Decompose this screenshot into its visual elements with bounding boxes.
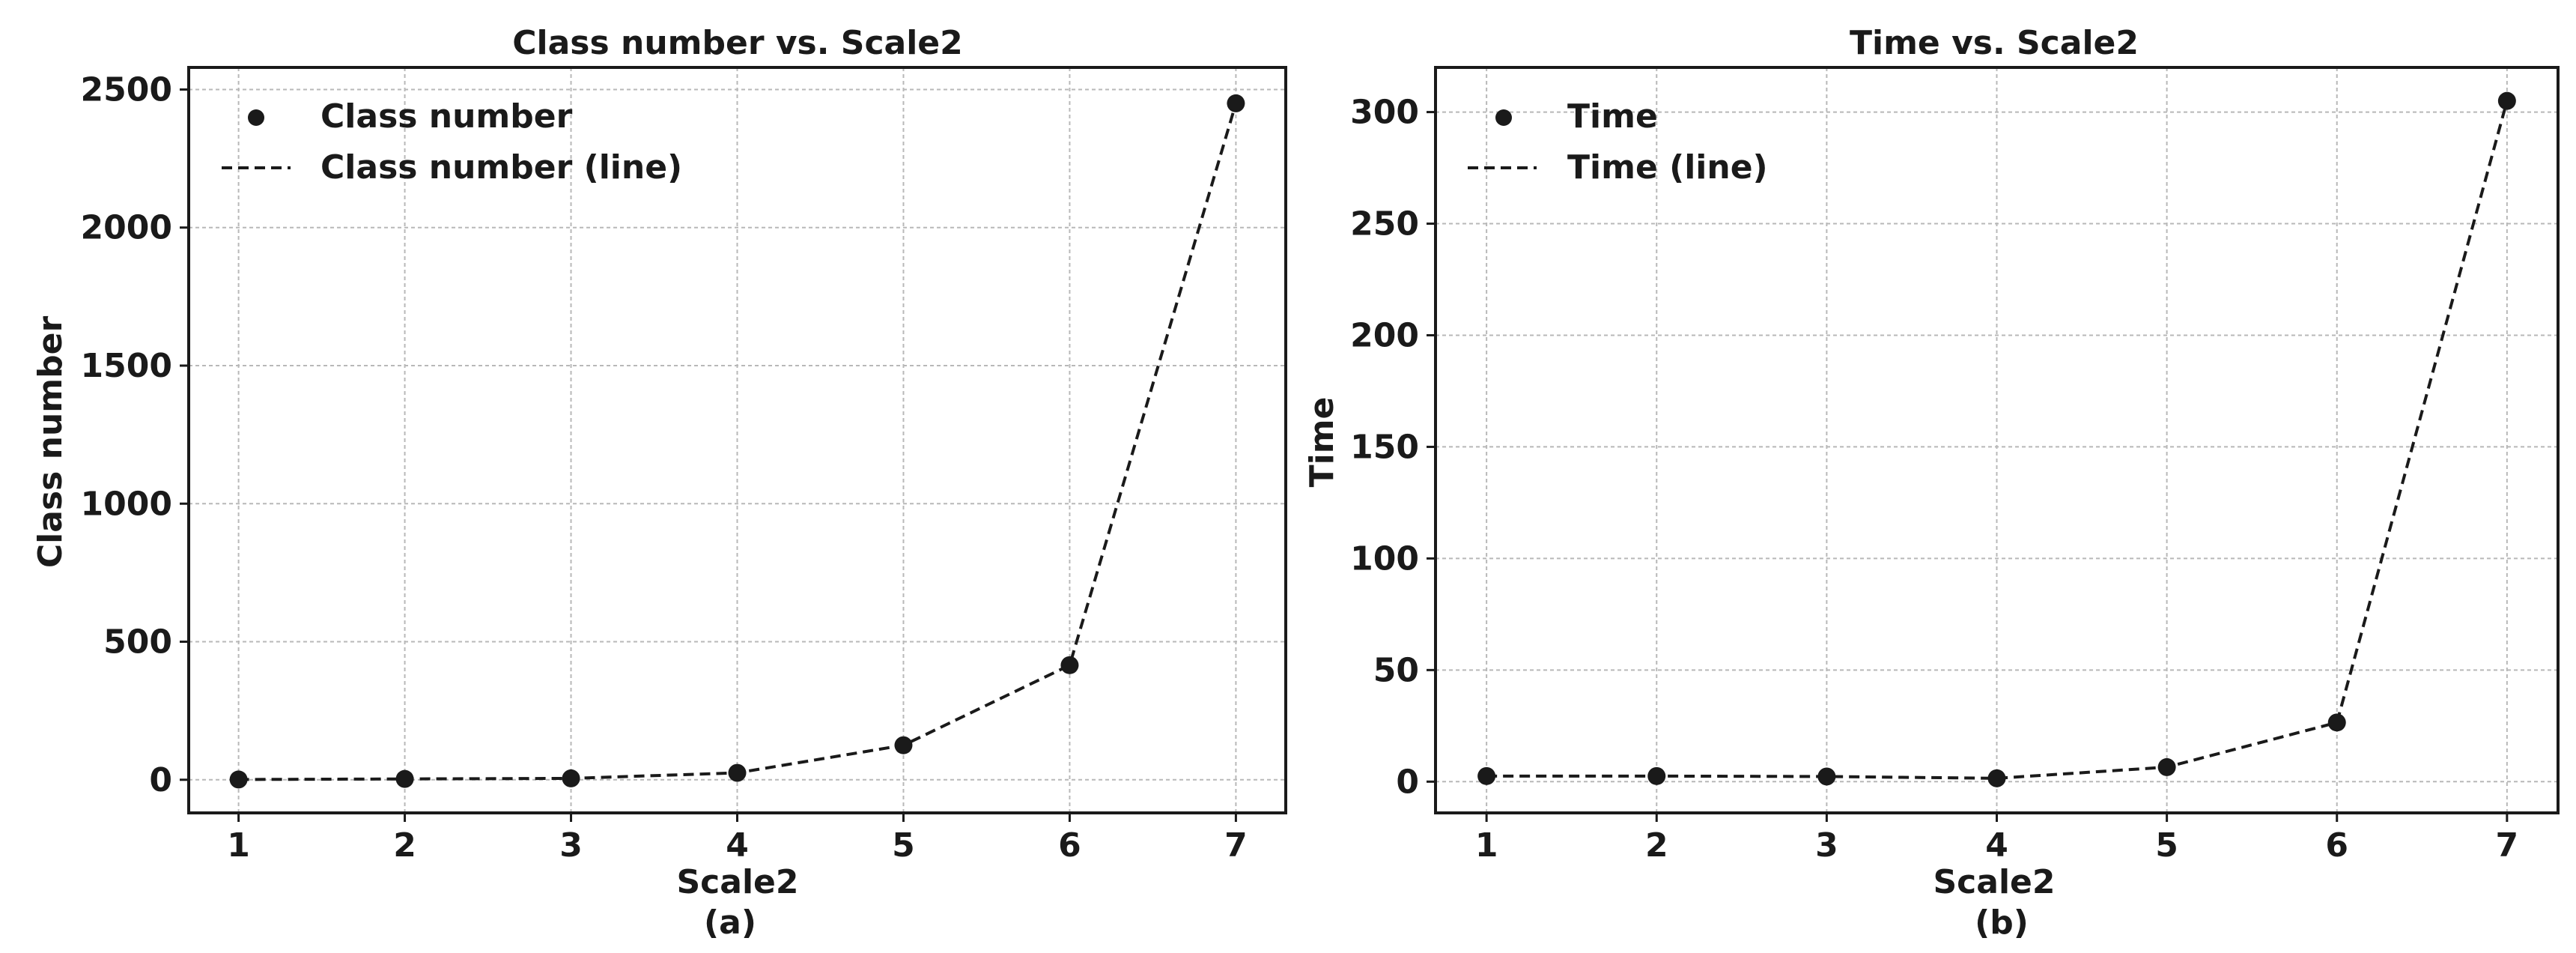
x-tick-label: 4 [726,826,749,865]
x-tick-label: 7 [1224,826,1248,865]
data-point [2327,713,2346,732]
y-tick-label: 50 [1373,651,1419,689]
x-tick-label: 2 [393,826,416,865]
y-tick-label: 1000 [81,485,172,523]
data-point [2497,91,2516,110]
data-point [1647,766,1666,785]
x-tick-label: 7 [2496,826,2519,865]
x-tick-label: 4 [1985,826,2008,865]
y-tick-label: 0 [149,761,172,799]
data-point [894,736,913,754]
x-tick-label: 5 [2155,826,2178,865]
data-point [395,769,414,788]
x-tick-label: 6 [2325,826,2348,865]
y-tick-label: 1500 [81,347,172,385]
y-tick-label: 2500 [81,70,172,109]
data-point [2157,757,2176,776]
chart-title: Time vs. Scale2 [1850,24,2139,62]
x-axis-label: Scale2 [1933,863,2055,901]
data-point [1227,94,1245,112]
y-axis-label: Time [1303,397,1341,488]
panel-caption: (b) [1975,904,2029,942]
y-tick-label: 500 [103,623,172,662]
data-point [1817,767,1836,786]
plot-frame [1434,66,2560,814]
y-tick-label: 2000 [81,209,172,247]
data-point [1060,656,1079,674]
legend-entry-line: Time (line) [1567,148,1768,187]
legend-entry-markers: Time [1567,97,1658,136]
x-tick-label: 1 [227,826,250,865]
x-tick-label: 3 [1815,826,1838,865]
legend-entry-line: Class number (line) [321,148,682,187]
y-tick-label: 200 [1350,316,1419,354]
y-tick-label: 300 [1350,94,1419,132]
panel-time: Time vs. Scale2 Time Scale2 (b) Time Tim… [1303,24,2560,942]
x-tick-label: 2 [1645,826,1668,865]
plot-frame [187,66,1287,814]
chart-title: Class number vs. Scale2 [512,24,963,62]
data-point [229,770,248,789]
data-point [1477,766,1496,785]
y-tick-label: 150 [1350,428,1419,466]
x-tick-label: 6 [1058,826,1081,865]
legend: Class number Class number (line) [222,97,682,187]
grid [189,67,1286,813]
x-tick-label: 3 [559,826,583,865]
x-tick-label: 5 [892,826,915,865]
y-tick-label: 250 [1350,205,1419,243]
x-tick-label: 1 [1475,826,1498,865]
panel-class-number: Class number vs. Scale2 Class number Sca… [31,24,1287,942]
x-axis-label: Scale2 [676,863,798,901]
legend-marker-icon [1495,109,1512,126]
y-tick-label: 100 [1350,539,1419,578]
legend-marker-icon [248,109,264,126]
legend: Time Time (line) [1468,97,1768,187]
legend-entry-markers: Class number [321,97,573,136]
y-tick-label: 0 [1396,763,1419,801]
data-point [1987,769,2006,787]
y-axis-label: Class number [31,316,70,569]
panel-caption: (a) [704,904,756,942]
data-point [562,769,580,787]
data-point [728,763,747,782]
